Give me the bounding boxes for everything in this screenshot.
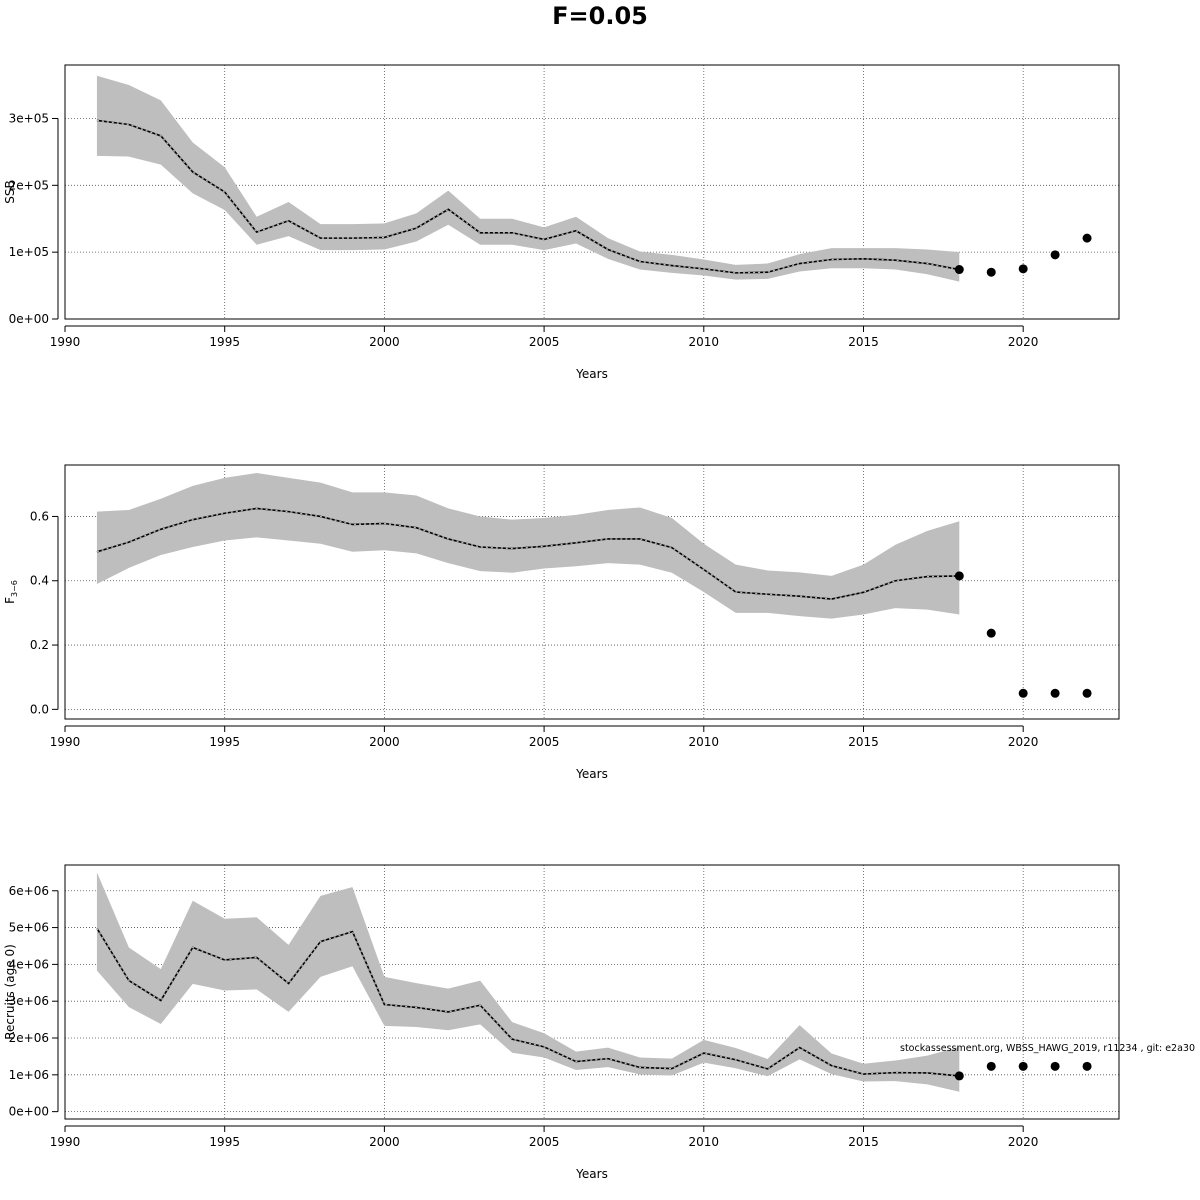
y-tick-label: 2e+05 bbox=[9, 178, 49, 192]
plot-frame bbox=[64, 864, 1120, 1120]
forecast-point bbox=[1050, 250, 1060, 260]
forecast-point bbox=[1082, 233, 1092, 243]
plot-frame bbox=[64, 464, 1120, 720]
x-tick-label: 2000 bbox=[369, 335, 400, 349]
confidence-band bbox=[96, 872, 960, 1092]
forecast-point bbox=[954, 1071, 964, 1081]
y-tick-label: 5e+06 bbox=[9, 921, 49, 935]
x-axis-label: Years bbox=[575, 367, 608, 381]
forecast-point bbox=[986, 267, 996, 277]
forecast-point bbox=[954, 571, 964, 581]
chart-panel-3: 1990 1995 2000 2005 2010 2015 2020 Years 0e+00 1e… bbox=[3, 864, 1120, 1181]
y-tick-label: 0.2 bbox=[30, 638, 49, 652]
y-tick-label: 3e+05 bbox=[9, 111, 49, 125]
x-tick-label: 2010 bbox=[689, 335, 720, 349]
y-tick-label: 0.4 bbox=[30, 574, 49, 588]
x-tick-label: 1995 bbox=[209, 1135, 240, 1149]
confidence-band bbox=[96, 473, 960, 619]
forecast-point bbox=[1018, 688, 1028, 698]
page-title: F=0.05 bbox=[552, 2, 648, 30]
x-tick-label: 2020 bbox=[1008, 335, 1039, 349]
x-tick-label: 1995 bbox=[209, 335, 240, 349]
y-tick-label: 0e+00 bbox=[9, 312, 49, 326]
forecast-point bbox=[1082, 688, 1092, 698]
forecast-point bbox=[1018, 264, 1028, 274]
x-tick-label: 2015 bbox=[848, 735, 879, 749]
plot-frame bbox=[64, 64, 1120, 320]
x-axis-label: Years bbox=[575, 767, 608, 781]
y-tick-label: 2e+06 bbox=[9, 1031, 49, 1045]
y-axis-label-subscript: 3−6 bbox=[10, 580, 19, 597]
x-tick-label: 2010 bbox=[689, 735, 720, 749]
y-axis-label: Recruits (age 0) bbox=[3, 944, 17, 1040]
forecast-point bbox=[986, 1061, 996, 1071]
y-tick-label: 3e+06 bbox=[9, 994, 49, 1008]
confidence-band bbox=[96, 75, 960, 282]
x-tick-label: 2000 bbox=[369, 735, 400, 749]
watermark-text: stockassessment.org, WBSS_HAWG_2019, r11… bbox=[900, 1043, 1195, 1054]
forecast-point bbox=[986, 628, 996, 638]
forecast-point bbox=[1018, 1061, 1028, 1071]
y-tick-label: 0.0 bbox=[30, 702, 49, 716]
y-tick-label: 4e+06 bbox=[9, 957, 49, 971]
estimate-line-dash bbox=[96, 119, 960, 274]
x-tick-label: 2015 bbox=[848, 1135, 879, 1149]
forecast-point bbox=[954, 265, 964, 275]
y-tick-label: 6e+06 bbox=[9, 884, 49, 898]
estimate-line-dash bbox=[96, 507, 960, 600]
x-tick-label: 2005 bbox=[529, 1135, 560, 1149]
y-tick-label: 0.6 bbox=[30, 509, 49, 523]
x-tick-label: 2010 bbox=[689, 1135, 720, 1149]
x-axis-label: Years bbox=[575, 1167, 608, 1181]
y-tick-label: 1e+06 bbox=[9, 1068, 49, 1082]
y-tick-label: 1e+05 bbox=[9, 245, 49, 259]
x-tick-label: 2020 bbox=[1008, 1135, 1039, 1149]
x-tick-label: 1990 bbox=[50, 1135, 81, 1149]
x-tick-label: 1990 bbox=[50, 335, 81, 349]
x-tick-label: 2020 bbox=[1008, 735, 1039, 749]
estimate-line-dash bbox=[96, 928, 960, 1077]
chart-panel-2: 1990 1995 2000 2005 2010 2015 2020 Years 0.0 0.2 0… bbox=[3, 464, 1120, 781]
y-axis-label: SSB bbox=[3, 180, 17, 203]
x-tick-label: 2005 bbox=[529, 335, 560, 349]
x-tick-label: 2005 bbox=[529, 735, 560, 749]
forecast-point bbox=[1050, 1061, 1060, 1071]
chart-panel-1: 1990 1995 2000 2005 2010 2015 2020 Years 0e+00 1e… bbox=[3, 64, 1120, 381]
x-tick-label: 2000 bbox=[369, 1135, 400, 1149]
x-tick-label: 2015 bbox=[848, 335, 879, 349]
x-tick-label: 1995 bbox=[209, 735, 240, 749]
forecast-point bbox=[1082, 1061, 1092, 1071]
y-axis-label: F3−6 bbox=[3, 580, 19, 604]
x-tick-label: 1990 bbox=[50, 735, 81, 749]
forecast-point bbox=[1050, 688, 1060, 698]
y-tick-label: 0e+00 bbox=[9, 1105, 49, 1119]
